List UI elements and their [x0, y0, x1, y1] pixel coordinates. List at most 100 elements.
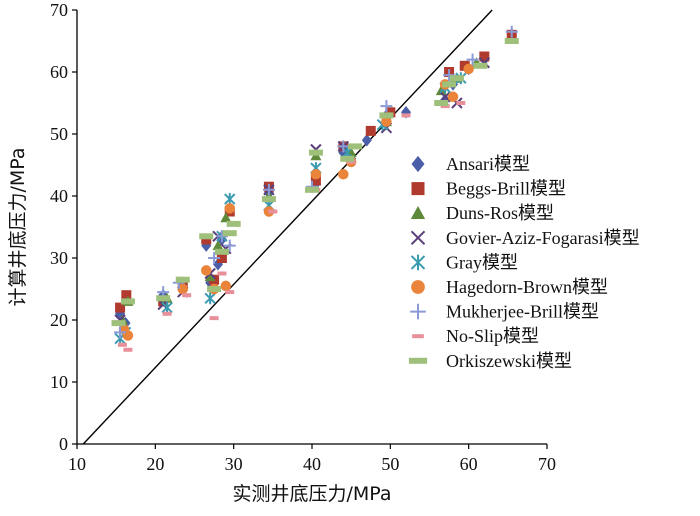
data-point: [381, 116, 392, 127]
series-7: [117, 101, 466, 352]
legend-item: Mukherjee-Brill模型: [410, 302, 599, 322]
data-point: [212, 240, 224, 251]
x-tick-label: 50: [381, 454, 399, 474]
data-point: [310, 175, 321, 186]
legend-marker: [411, 182, 425, 196]
data-point: [310, 169, 322, 180]
data-point: [216, 253, 227, 263]
data-point: [505, 25, 518, 38]
series-8: [111, 38, 519, 327]
data-point: [123, 347, 133, 352]
data-point: [434, 100, 449, 106]
data-point: [208, 252, 221, 264]
data-point: [385, 107, 396, 118]
y-tick-label: 50: [50, 124, 68, 144]
data-point: [473, 62, 488, 69]
data-point: [361, 133, 372, 147]
data-point: [220, 212, 232, 223]
y-tick-label: 20: [50, 310, 68, 330]
x-tick-label: 40: [303, 454, 321, 474]
x-tick-label: 20: [146, 454, 164, 474]
legend-item: Ansari模型: [411, 154, 530, 174]
legend-item: Hagedorn-Brown模型: [411, 277, 608, 297]
x-tick-label: 10: [68, 454, 86, 474]
legend-marker: [410, 303, 426, 320]
data-point: [204, 292, 216, 305]
data-point: [440, 104, 450, 109]
data-point: [340, 155, 355, 162]
data-point: [447, 91, 459, 103]
data-point: [380, 100, 393, 113]
data-point: [162, 311, 172, 316]
data-point: [379, 112, 394, 119]
data-point: [175, 276, 190, 283]
data-point: [456, 101, 466, 105]
legend-marker: [408, 357, 428, 364]
data-point: [120, 298, 135, 305]
data-point: [111, 320, 126, 327]
data-point: [226, 220, 241, 227]
legend-label: Beggs-Brill模型: [446, 179, 566, 199]
legend-marker: [412, 334, 424, 339]
series-3: [114, 56, 491, 326]
data-point: [268, 209, 278, 214]
legend-label: Gray模型: [446, 252, 518, 272]
data-point: [346, 159, 356, 164]
legend-marker: [410, 254, 426, 271]
legend-item: Beggs-Brill模型: [411, 179, 566, 199]
legend-label: No-Slip模型: [446, 326, 539, 346]
data-point: [156, 295, 171, 302]
data-point: [305, 186, 319, 193]
legend-item: Orkiszewski模型: [408, 351, 572, 371]
y-tick-label: 40: [50, 186, 68, 206]
data-point: [337, 140, 350, 153]
data-point: [401, 113, 411, 118]
data-point: [220, 280, 232, 292]
y-tick-label: 30: [50, 248, 68, 268]
series-4: [114, 72, 467, 345]
data-point: [365, 125, 376, 136]
data-point: [261, 196, 276, 203]
data-point: [201, 234, 212, 245]
data-point: [224, 193, 236, 206]
legend-marker: [410, 230, 426, 246]
legend-marker: [410, 206, 426, 220]
data-point: [479, 51, 490, 62]
y-ticks: 0 10 20 30 40 50 60 70: [50, 0, 77, 454]
legend-label: Mukherjee-Brill模型: [446, 302, 599, 322]
data-point: [348, 143, 363, 150]
reference-line: [82, 9, 493, 445]
data-point: [201, 265, 212, 276]
y-tick-label: 10: [50, 372, 68, 392]
data-point: [442, 81, 457, 88]
data-point: [262, 183, 275, 196]
data-point: [223, 239, 236, 252]
x-tick-label: 60: [460, 454, 478, 474]
data-point: [466, 53, 479, 66]
data-point: [308, 149, 323, 156]
y-tick-label: 0: [59, 434, 68, 454]
legend-label: Duns-Ros模型: [446, 203, 554, 223]
legend-marker: [411, 280, 425, 294]
series-5: [118, 63, 474, 341]
data-point: [222, 230, 237, 237]
data-point: [215, 230, 228, 243]
data-point: [204, 271, 216, 282]
data-point: [161, 301, 173, 314]
legend-item: Govier-Aziz-Fogarasi模型: [410, 228, 640, 248]
data-point: [209, 316, 219, 321]
data-point: [224, 203, 235, 214]
legend-item: Duns-Ros模型: [410, 203, 554, 223]
data-point: [121, 290, 132, 301]
data-point: [504, 38, 519, 44]
series-2: [116, 57, 482, 325]
legend-item: Gray模型: [410, 252, 518, 272]
data-point: [443, 69, 456, 82]
y-tick-label: 60: [50, 62, 68, 82]
legend-label: Orkiszewski模型: [446, 351, 572, 371]
data-point: [463, 63, 474, 75]
data-point: [182, 293, 192, 298]
data-point: [225, 290, 235, 295]
x-tick-label: 70: [538, 454, 556, 474]
